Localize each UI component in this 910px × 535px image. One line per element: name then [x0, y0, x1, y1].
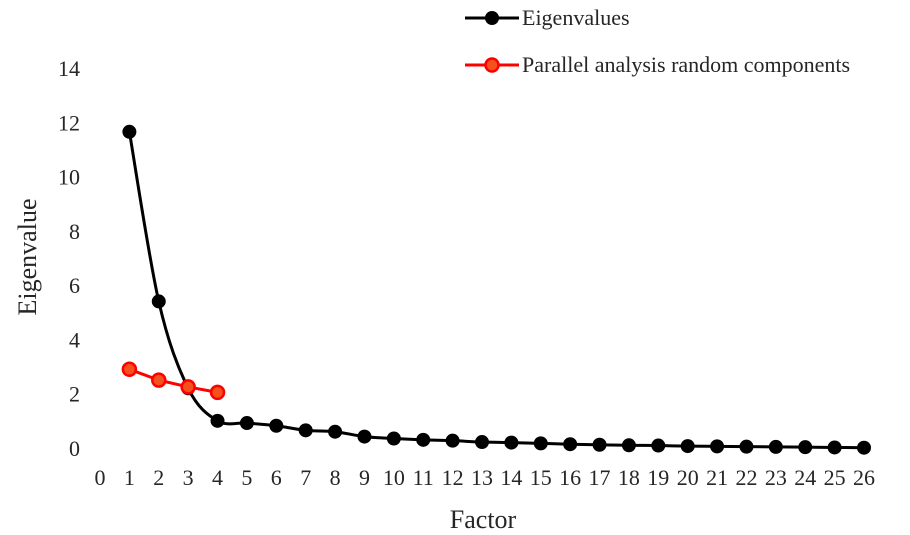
x-tick-label: 5 — [241, 465, 252, 490]
legend: Eigenvalues Parallel analysis random comp… — [465, 5, 850, 77]
data-point — [151, 372, 167, 388]
y-tick-label: 4 — [69, 327, 80, 352]
data-point — [122, 124, 137, 139]
x-axis-tick-labels: 0 1 2 3 4 5 6 7 8 9 10 11 12 13 14 15 16 17 18 19 20 21 22 23 24… — [95, 465, 876, 490]
data-point — [739, 439, 754, 454]
data-point — [269, 418, 284, 433]
x-tick-label: 25 — [824, 465, 846, 490]
x-tick-label: 26 — [853, 465, 875, 490]
data-point — [328, 424, 343, 439]
x-tick-label: 23 — [765, 465, 787, 490]
data-point — [621, 438, 636, 453]
series-line — [127, 131, 865, 450]
x-tick-label: 16 — [559, 465, 581, 490]
legend-entry: Parallel analysis random components — [465, 52, 850, 77]
data-point — [827, 440, 842, 455]
y-axis-tick-labels: 0 2 4 6 8 10 12 14 — [58, 56, 80, 461]
data-point — [768, 439, 783, 454]
x-tick-label: 12 — [442, 465, 464, 490]
data-point — [475, 435, 489, 450]
x-tick-label: 15 — [530, 465, 552, 490]
y-tick-label: 2 — [69, 382, 80, 407]
x-tick-label: 21 — [706, 465, 728, 490]
x-tick-label: 7 — [300, 465, 311, 490]
legend-label: Parallel analysis random components — [522, 52, 850, 77]
data-point — [504, 435, 519, 450]
data-point — [710, 439, 725, 454]
x-tick-label: 9 — [359, 465, 370, 490]
data-point — [445, 433, 460, 448]
data-point — [386, 431, 401, 446]
series-0 — [122, 124, 871, 455]
data-point — [121, 361, 138, 378]
x-tick-label: 17 — [589, 465, 611, 490]
y-tick-label: 0 — [69, 436, 80, 461]
x-tick-label: 18 — [618, 465, 640, 490]
data-point — [209, 384, 226, 401]
x-tick-label: 1 — [124, 465, 135, 490]
data-point — [798, 440, 813, 455]
legend-marker — [484, 57, 500, 73]
data-point — [298, 423, 313, 438]
y-axis-title: Eigenvalue — [13, 199, 42, 316]
y-tick-label: 10 — [58, 165, 80, 190]
legend-label: Eigenvalues — [522, 5, 630, 30]
series-1 — [121, 361, 226, 401]
plot-area — [121, 124, 871, 455]
data-point — [416, 432, 431, 447]
y-tick-label: 14 — [58, 56, 80, 81]
legend-entry: Eigenvalues — [465, 5, 630, 30]
data-point — [651, 438, 666, 453]
x-tick-label: 24 — [794, 465, 816, 490]
data-point — [180, 379, 196, 395]
data-point — [533, 436, 548, 451]
x-tick-label: 19 — [647, 465, 669, 490]
legend-marker — [485, 11, 499, 25]
data-point — [151, 294, 166, 309]
x-tick-label: 10 — [383, 465, 405, 490]
y-tick-label: 8 — [69, 219, 80, 244]
data-point — [592, 437, 607, 452]
x-tick-label: 11 — [413, 465, 434, 490]
data-point — [210, 413, 225, 428]
x-tick-label: 2 — [153, 465, 164, 490]
data-point — [857, 440, 871, 455]
x-tick-label: 6 — [271, 465, 282, 490]
x-tick-label: 22 — [735, 465, 757, 490]
y-tick-label: 12 — [58, 110, 80, 135]
data-point — [680, 439, 695, 454]
x-tick-label: 3 — [183, 465, 194, 490]
x-tick-label: 13 — [471, 465, 493, 490]
x-tick-label: 14 — [500, 465, 522, 490]
x-tick-label: 20 — [677, 465, 699, 490]
data-point — [239, 416, 254, 431]
data-point — [563, 437, 578, 452]
y-tick-label: 6 — [69, 273, 80, 298]
x-tick-label: 8 — [330, 465, 341, 490]
data-point — [357, 429, 372, 444]
x-tick-label: 0 — [95, 465, 106, 490]
x-tick-label: 4 — [212, 465, 223, 490]
series-line — [128, 367, 218, 394]
x-axis-title: Factor — [450, 505, 517, 534]
